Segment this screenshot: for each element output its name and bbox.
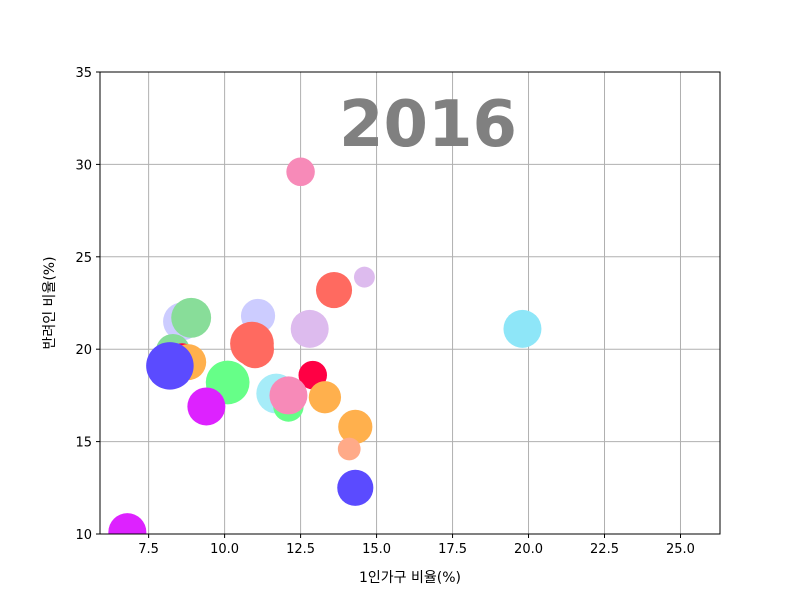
data-point — [337, 469, 374, 506]
y-tick-label: 15 — [75, 436, 92, 451]
data-point — [353, 266, 375, 288]
x-tick-label: 20.0 — [514, 542, 543, 557]
chart-title: 2016 — [339, 88, 517, 162]
y-tick-label: 35 — [75, 66, 92, 81]
y-axis-label: 반려인 비율(%) — [42, 256, 58, 349]
x-axis-ticks: 7.5 10.0 12.5 15.0 17.5 20.0 22.5 25.0 — [138, 534, 695, 557]
data-point — [108, 513, 147, 534]
x-tick-label: 10.0 — [210, 542, 239, 557]
data-point — [146, 342, 194, 390]
data-point — [286, 157, 315, 187]
data-point — [290, 309, 329, 348]
x-tick-label: 15.0 — [362, 542, 391, 557]
x-tick-label: 12.5 — [286, 542, 315, 557]
data-point — [171, 297, 212, 338]
points-layer — [108, 157, 542, 534]
y-tick-label: 25 — [75, 251, 92, 266]
data-point — [338, 409, 373, 444]
data-point — [187, 387, 226, 426]
x-tick-label: 17.5 — [438, 542, 467, 557]
y-tick-label: 20 — [75, 343, 92, 358]
y-axis-ticks: 10 15 20 25 30 35 — [75, 66, 100, 543]
y-tick-label: 10 — [75, 528, 92, 543]
data-point — [236, 330, 274, 369]
data-point — [308, 381, 342, 414]
y-tick-label: 30 — [75, 158, 92, 173]
x-axis-label: 1인가구 비율(%) — [359, 570, 461, 586]
x-tick-label: 25.0 — [666, 542, 695, 557]
x-tick-label: 22.5 — [590, 542, 619, 557]
data-point — [337, 437, 361, 461]
data-point — [315, 272, 353, 309]
x-tick-label: 7.5 — [138, 542, 159, 557]
data-point — [503, 309, 542, 348]
plot-frame — [99, 71, 721, 535]
data-point — [269, 376, 308, 415]
